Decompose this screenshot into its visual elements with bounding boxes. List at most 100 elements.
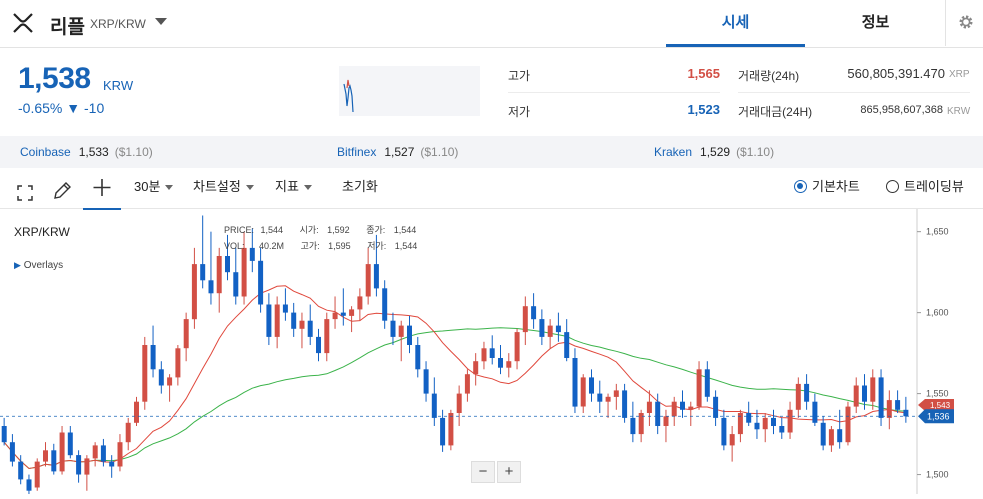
- overlays-label: Overlays: [23, 260, 64, 271]
- tab-market[interactable]: 시세: [666, 0, 805, 47]
- candle: [291, 312, 297, 329]
- candle: [307, 320, 313, 337]
- current-price: 1,538: [18, 62, 91, 95]
- pencil-icon: [54, 182, 71, 199]
- candle: [862, 385, 867, 402]
- candle: [580, 377, 586, 407]
- candle: [820, 422, 826, 446]
- candle: [9, 442, 15, 462]
- candle: [837, 429, 843, 443]
- candle: [622, 390, 628, 418]
- candle: [357, 296, 363, 310]
- candle: [903, 409, 909, 417]
- candle: [332, 312, 338, 320]
- exchange-kraken[interactable]: Kraken 1,529 ($1.10): [654, 145, 774, 159]
- candle: [845, 406, 851, 443]
- price-change: -0.65% ▼ -10: [18, 100, 104, 116]
- candle: [514, 332, 520, 362]
- exchange-name: Bitfinex: [337, 145, 377, 159]
- reset-button[interactable]: 초기화: [342, 179, 378, 194]
- chevron-down-icon[interactable]: [155, 18, 167, 25]
- fullscreen-button[interactable]: [16, 179, 34, 201]
- candle: [76, 455, 82, 475]
- candle: [274, 304, 280, 337]
- y-tick-label: 1,650: [926, 227, 949, 237]
- zoom-out-button[interactable]: −: [471, 461, 495, 483]
- exchange-price-bar: Coinbase 1,533 ($1.10) Bitfinex 1,527 ($1.10…: [0, 136, 983, 168]
- draw-button[interactable]: [52, 178, 72, 199]
- change-percent: -0.65%: [18, 100, 63, 116]
- candle: [721, 417, 727, 446]
- candle: [853, 385, 859, 407]
- interval-dropdown[interactable]: 30분: [134, 168, 174, 208]
- chevron-down-icon: [165, 185, 174, 191]
- radio-checked-icon: [794, 180, 807, 194]
- prev-price-tag-label: 1,543: [930, 401, 951, 410]
- candle: [473, 361, 479, 375]
- exchange-price: 1,533: [78, 145, 109, 159]
- candle: [489, 348, 495, 358]
- tab-info[interactable]: 정보: [861, 14, 890, 31]
- y-tick-label: 1,550: [926, 389, 949, 399]
- caret-right-icon: ▶: [14, 260, 21, 270]
- candle: [804, 383, 810, 402]
- candle: [349, 309, 355, 316]
- view-tradingview-radio[interactable]: 트레이딩뷰: [886, 168, 964, 208]
- coin-pair: XRP/KRW: [90, 17, 146, 31]
- exchange-name: Coinbase: [20, 145, 71, 159]
- chart-settings-dropdown[interactable]: 차트설정: [193, 168, 254, 208]
- exchange-name: Kraken: [654, 145, 693, 159]
- view-basic-radio[interactable]: 기본차트: [794, 168, 860, 208]
- price-chart[interactable]: 1,650 1,600 1,550 1,500 1,543 1,536: [0, 209, 983, 494]
- low-label: 저가: [508, 105, 531, 119]
- exchange-usd: ($1.10): [114, 145, 153, 159]
- candle: [216, 256, 222, 294]
- candle: [464, 374, 470, 394]
- amount-value: 865,958,607,368: [860, 104, 943, 116]
- exchange-bitfinex[interactable]: Bitfinex 1,527 ($1.10): [337, 145, 458, 159]
- ohlc-open: 1,592: [327, 225, 350, 235]
- candle: [448, 413, 454, 446]
- candle: [481, 348, 487, 362]
- ohlc-vol: 40.2M: [259, 241, 285, 251]
- down-arrow-icon: ▼: [66, 100, 81, 116]
- candle: [92, 445, 98, 459]
- candle: [183, 319, 189, 349]
- candle: [655, 401, 661, 426]
- candle: [605, 396, 611, 402]
- candle: [316, 336, 321, 354]
- volume-label: 거래량(24h): [738, 69, 800, 83]
- candle: [795, 383, 801, 410]
- ohlc-high-label: 고가:: [300, 241, 320, 251]
- ohlc-low: 1,544: [394, 241, 418, 251]
- low-value: 1,523: [687, 102, 720, 117]
- zoom-in-button[interactable]: +: [497, 461, 521, 483]
- gear-icon: [959, 15, 973, 29]
- fullscreen-icon: [17, 185, 33, 201]
- exchange-usd: ($1.10): [736, 145, 775, 159]
- candle: [547, 325, 553, 337]
- candle: [779, 426, 785, 433]
- interval-label: 30분: [134, 179, 161, 194]
- exchange-coinbase[interactable]: Coinbase 1,533 ($1.10): [20, 145, 153, 159]
- exchange-price: 1,529: [700, 145, 731, 159]
- divider: [738, 92, 970, 93]
- candle: [51, 450, 57, 472]
- crosshair-button[interactable]: [83, 168, 121, 210]
- indicators-label: 지표: [275, 179, 299, 194]
- indicators-dropdown[interactable]: 지표: [275, 168, 312, 208]
- candle: [390, 320, 396, 337]
- candle: [423, 369, 429, 394]
- candle: [589, 377, 594, 394]
- candle: [597, 393, 603, 402]
- prev-price-tag: [918, 398, 954, 411]
- candle: [754, 422, 760, 430]
- candle: [895, 400, 901, 410]
- candle: [671, 401, 677, 417]
- chart-settings-label: 차트설정: [193, 179, 241, 194]
- candle: [531, 306, 537, 320]
- overlays-toggle[interactable]: ▶ Overlays: [14, 260, 63, 271]
- candle: [729, 434, 735, 446]
- settings-button[interactable]: [945, 0, 983, 46]
